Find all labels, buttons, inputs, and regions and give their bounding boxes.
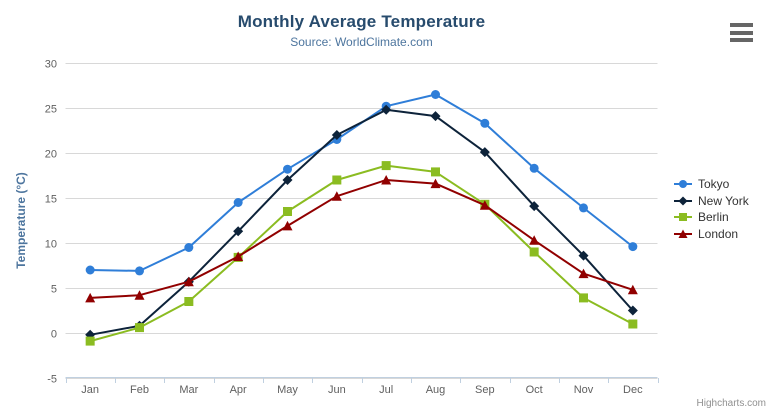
data-point[interactable] (431, 90, 440, 99)
x-axis-label: Oct (526, 384, 543, 396)
data-point[interactable] (183, 276, 194, 287)
data-point[interactable] (233, 251, 244, 262)
data-point[interactable] (578, 250, 589, 261)
data-point[interactable] (579, 293, 588, 303)
y-axis-label: 20 (45, 149, 57, 161)
legend-item-tokyo[interactable]: Tokyo (674, 176, 749, 193)
circle-marker-icon (674, 180, 692, 189)
chart-subtitle: Source: WorldClimate.com (290, 35, 433, 49)
y-axis-label: 5 (51, 284, 57, 296)
data-point[interactable] (430, 111, 441, 122)
data-point[interactable] (85, 265, 95, 275)
data-point[interactable] (529, 163, 539, 173)
square-marker-icon[interactable] (679, 213, 687, 222)
legend-label: London (698, 226, 739, 241)
data-point[interactable] (627, 305, 638, 316)
x-axis-label: Apr (230, 384, 247, 396)
x-axis-label: Mar (179, 384, 198, 396)
circle-marker-icon[interactable] (679, 180, 687, 189)
y-axis-label: 30 (45, 59, 57, 71)
data-point[interactable] (332, 175, 342, 185)
data-point[interactable] (135, 266, 144, 276)
x-axis-label: Nov (574, 384, 594, 396)
data-point[interactable] (283, 207, 292, 216)
context-menu-button[interactable] (730, 23, 754, 42)
diamond-marker-icon (674, 196, 692, 206)
y-axis-label: 15 (45, 194, 57, 206)
data-point[interactable] (233, 226, 244, 237)
data-point[interactable] (479, 200, 490, 210)
data-point[interactable] (578, 268, 589, 279)
legend-label: New York (698, 193, 749, 208)
data-point[interactable] (282, 220, 293, 231)
data-point[interactable] (184, 243, 194, 252)
data-point[interactable] (431, 167, 440, 177)
x-axis-label: Dec (623, 384, 643, 396)
series-line (89, 108, 634, 336)
data-point[interactable] (135, 323, 144, 333)
data-point[interactable] (628, 319, 638, 329)
legend-item-london[interactable]: London (674, 226, 749, 243)
triangle-marker-icon[interactable] (678, 229, 688, 238)
data-point[interactable] (331, 191, 342, 201)
data-point[interactable] (430, 178, 441, 189)
triangle-marker-icon (674, 229, 692, 238)
x-axis-label: May (277, 384, 298, 396)
hamburger-icon (730, 38, 753, 42)
data-point[interactable] (579, 203, 588, 213)
data-point[interactable] (85, 292, 96, 303)
series-line (89, 93, 634, 272)
data-point[interactable] (381, 104, 392, 115)
diamond-marker-icon[interactable] (678, 196, 688, 206)
x-axis-label: Jul (379, 384, 393, 396)
data-point[interactable] (233, 198, 243, 207)
data-point[interactable] (282, 175, 293, 185)
series-tokyo (85, 90, 638, 276)
data-point[interactable] (85, 336, 95, 346)
series-london (85, 175, 638, 303)
x-axis-label: Feb (130, 384, 149, 396)
legend-label: Berlin (698, 210, 729, 225)
x-axis-label: Jun (328, 384, 346, 396)
legend-label: Tokyo (698, 177, 730, 192)
legend-item-berlin[interactable]: Berlin (674, 209, 749, 226)
data-point[interactable] (479, 147, 490, 158)
legend: Tokyo New York Berlin London (674, 176, 749, 242)
data-point[interactable] (529, 201, 540, 212)
data-point[interactable] (529, 247, 539, 257)
chart-title: Monthly Average Temperature (237, 12, 486, 31)
legend-item-new-york[interactable]: New York (674, 193, 749, 210)
series-new-york (85, 104, 638, 340)
y-axis-label: 0 (51, 329, 57, 341)
x-axis-label: Sep (475, 384, 495, 396)
data-point[interactable] (381, 175, 392, 185)
data-point[interactable] (480, 118, 490, 128)
hamburger-icon (730, 23, 753, 27)
x-axis-label: Aug (426, 384, 446, 396)
hamburger-icon (730, 30, 753, 35)
y-axis-label: 10 (45, 239, 57, 251)
data-point[interactable] (283, 164, 292, 174)
data-point[interactable] (627, 284, 638, 295)
y-axis-title: Temperature (°C) (14, 172, 28, 269)
data-point[interactable] (134, 290, 145, 300)
series-line (89, 179, 634, 299)
y-axis-label: -5 (47, 374, 57, 386)
data-point[interactable] (331, 130, 342, 140)
data-point[interactable] (628, 242, 638, 252)
data-point[interactable] (529, 235, 540, 245)
credits-link[interactable]: Highcharts.com (696, 398, 766, 409)
data-point[interactable] (381, 161, 391, 171)
data-point[interactable] (184, 297, 194, 306)
square-marker-icon (674, 213, 692, 222)
series-line (89, 164, 634, 343)
x-axis-label: Jan (81, 384, 99, 396)
y-axis-label: 25 (45, 104, 57, 116)
